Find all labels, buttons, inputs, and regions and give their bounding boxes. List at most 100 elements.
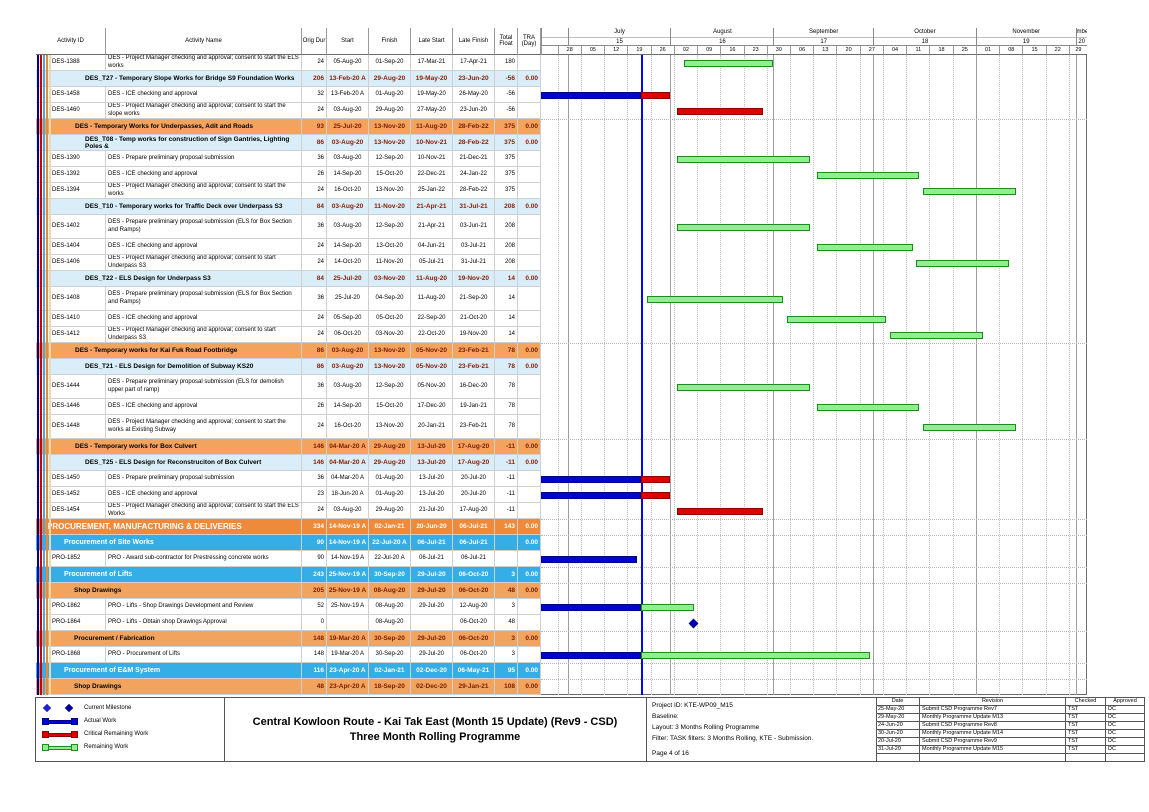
summary-value-cell: 14-Nov-19 A	[327, 535, 369, 550]
activity-value-cell: 21-Jul-20	[411, 503, 453, 518]
summary-name-cell: Procurement of Site Works	[36, 535, 302, 550]
activity-value-cell: 22-Dec-21	[411, 167, 453, 182]
activity-value-cell: 14-Nov-19 A	[327, 551, 369, 566]
summary-value-cell: 06-Oct-20	[453, 567, 495, 582]
revision-cell: DC	[1106, 730, 1144, 738]
activity-id-cell: PRO-1868	[36, 647, 106, 662]
summary-value-cell: 18-Sep-20	[369, 679, 411, 694]
activity-value-cell: 36	[302, 215, 327, 238]
activity-name-cell: DES - Prepare preliminary proposal submi…	[106, 375, 302, 398]
activity-value-cell: 29-Aug-20	[369, 503, 411, 518]
bar-endcap	[71, 717, 78, 725]
summary-value-cell: 0.00	[518, 679, 541, 694]
activity-value-cell: 11-Aug-20	[411, 287, 453, 310]
summary-value-cell: 11-Aug-20	[411, 119, 453, 134]
summary-value-cell: 29-Aug-20	[369, 439, 411, 454]
revision-row: 29-May-20 Monthly Programme Update M13 TST…	[876, 714, 1144, 722]
activity-value-cell: 14	[495, 311, 518, 326]
activity-value-cell: 36	[302, 375, 327, 398]
activity-name-cell: DES - Prepare preliminary proposal submi…	[106, 471, 302, 486]
activity-value-cell: 21-Oct-20	[453, 311, 495, 326]
gridline-week	[813, 55, 815, 695]
gridline-week	[836, 55, 838, 695]
column-header-finish: Finish	[369, 28, 411, 55]
gridline-month	[975, 28, 977, 695]
summary-value-cell: 30-Sep-20	[369, 631, 411, 646]
gridline-month	[1075, 28, 1077, 695]
timeline-month-label: October	[874, 28, 976, 38]
gantt-bar-remaining	[786, 316, 887, 323]
activity-name-cell: DES - ICE checking and approval	[106, 167, 302, 182]
activity-value-cell	[518, 599, 541, 614]
summary-name-cell: DES_T08 - Temp works for construction of…	[36, 135, 302, 150]
activity-value-cell	[518, 311, 541, 326]
activity-value-cell: 26	[302, 399, 327, 414]
revision-cell: 29-May-20	[876, 714, 920, 722]
activity-value-cell: 04-Sep-20	[369, 287, 411, 310]
revision-cell: Submit CSD Programme Rev9	[920, 738, 1066, 746]
activity-value-cell: 12-Sep-20	[369, 215, 411, 238]
activity-value-cell	[518, 183, 541, 198]
summary-value-cell: 10-Nov-21	[411, 135, 453, 150]
summary-value-cell: 0.00	[518, 663, 541, 678]
summary-value-cell: 08-Aug-20	[369, 583, 411, 598]
activity-value-cell: 14-Oct-20	[327, 255, 369, 270]
activity-name-cell: PRO - Award sub-contractor for Prestress…	[106, 551, 302, 566]
activity-value-cell: 13-Nov-20	[369, 415, 411, 438]
summary-value-cell: -11	[495, 439, 518, 454]
activity-value-cell	[518, 615, 541, 630]
gantt-bar-actual	[541, 652, 641, 659]
summary-value-cell: 143	[495, 519, 518, 534]
summary-value-cell: 334	[302, 519, 327, 534]
group-separator-line	[541, 567, 1087, 568]
gridline-month	[567, 28, 569, 695]
timeline-period-label	[542, 38, 568, 45]
bar-swatch-icon	[42, 743, 78, 752]
gridline-week	[627, 55, 629, 695]
bar-endcap	[71, 730, 78, 738]
timeline-week-06: 06	[790, 46, 814, 55]
summary-value-cell: 11-Nov-20	[369, 199, 411, 214]
activity-value-cell: 13-Nov-20	[369, 183, 411, 198]
activity-value-cell: 05-Jul-21	[411, 255, 453, 270]
activity-value-cell: 19-Mar-20 A	[327, 647, 369, 662]
activity-value-cell: 26-May-20	[453, 87, 495, 102]
activity-value-cell: 03-Jun-21	[453, 215, 495, 238]
summary-value-cell: 31-Jul-21	[453, 199, 495, 214]
activity-value-cell: 3	[495, 647, 518, 662]
group-separator-line	[541, 439, 1087, 440]
table-row-activity: DES-1404 DES - ICE checking and approval 2…	[36, 239, 541, 255]
activity-name-cell: PRO - Lifts - Shop Drawings Development …	[106, 599, 302, 614]
gridline-week	[580, 55, 582, 695]
timeline-month-label	[542, 28, 568, 38]
table-row-summary: DES_T21 - ELS Design for Demolition of S…	[36, 359, 541, 375]
activity-id-cell: DES-1390	[36, 151, 106, 166]
summary-name-cell: Procurement of Lifts	[36, 567, 302, 582]
activity-id-cell: DES-1446	[36, 399, 106, 414]
activity-name-cell: DES - ICE checking and approval	[106, 487, 302, 502]
activity-value-cell: 36	[302, 471, 327, 486]
gridline-week	[697, 55, 699, 695]
activity-value-cell: 52	[302, 599, 327, 614]
summary-value-cell: 0.00	[518, 519, 541, 534]
summary-value-cell: 375	[495, 119, 518, 134]
activity-name-cell: PRO - Lifts - Obtain shop Drawings Appro…	[106, 615, 302, 630]
activity-value-cell: 14-Sep-20	[327, 167, 369, 182]
gantt-bar-remaining	[683, 60, 774, 67]
revision-cell: 30-Jun-20	[876, 730, 920, 738]
summary-value-cell: 05-Nov-20	[411, 343, 453, 358]
gantt-bar-remaining	[816, 244, 913, 251]
revision-cell	[920, 754, 1066, 762]
summary-value-cell: 78	[495, 359, 518, 374]
revision-header-cell: Revision	[920, 698, 1066, 706]
activity-value-cell: -56	[495, 87, 518, 102]
activity-value-cell	[518, 399, 541, 414]
activity-id-cell: DES-1402	[36, 215, 106, 238]
project-info-line: Baseline:	[652, 713, 679, 720]
timeline-week-02: 02	[673, 46, 698, 55]
activity-name-cell: DES - Project Manager checking and appro…	[106, 327, 302, 342]
gridline-week	[604, 55, 606, 695]
timeline-week-18: 18	[929, 46, 953, 55]
activity-value-cell: 05-Aug-20	[327, 55, 369, 70]
